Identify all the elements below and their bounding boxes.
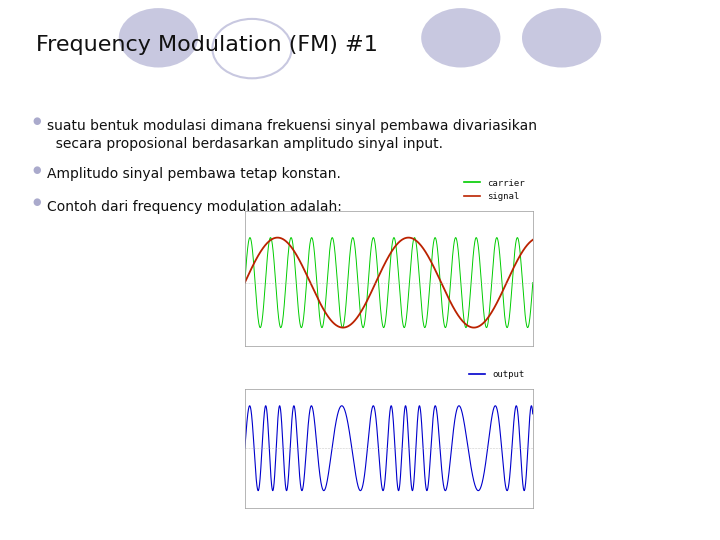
Text: Frequency Modulation (FM) #1: Frequency Modulation (FM) #1: [36, 35, 378, 55]
Text: Contoh dari frequency modulation adalah:: Contoh dari frequency modulation adalah:: [47, 200, 342, 214]
Legend: carrier, signal: carrier, signal: [460, 175, 528, 205]
Text: ●: ●: [32, 165, 41, 175]
Text: suatu bentuk modulasi dimana frekuensi sinyal pembawa divariasikan
  secara prop: suatu bentuk modulasi dimana frekuensi s…: [47, 119, 537, 151]
Text: Amplitudo sinyal pembawa tetap konstan.: Amplitudo sinyal pembawa tetap konstan.: [47, 167, 341, 181]
Text: ●: ●: [32, 116, 41, 126]
Text: ●: ●: [32, 197, 41, 207]
Legend: output: output: [465, 367, 528, 383]
